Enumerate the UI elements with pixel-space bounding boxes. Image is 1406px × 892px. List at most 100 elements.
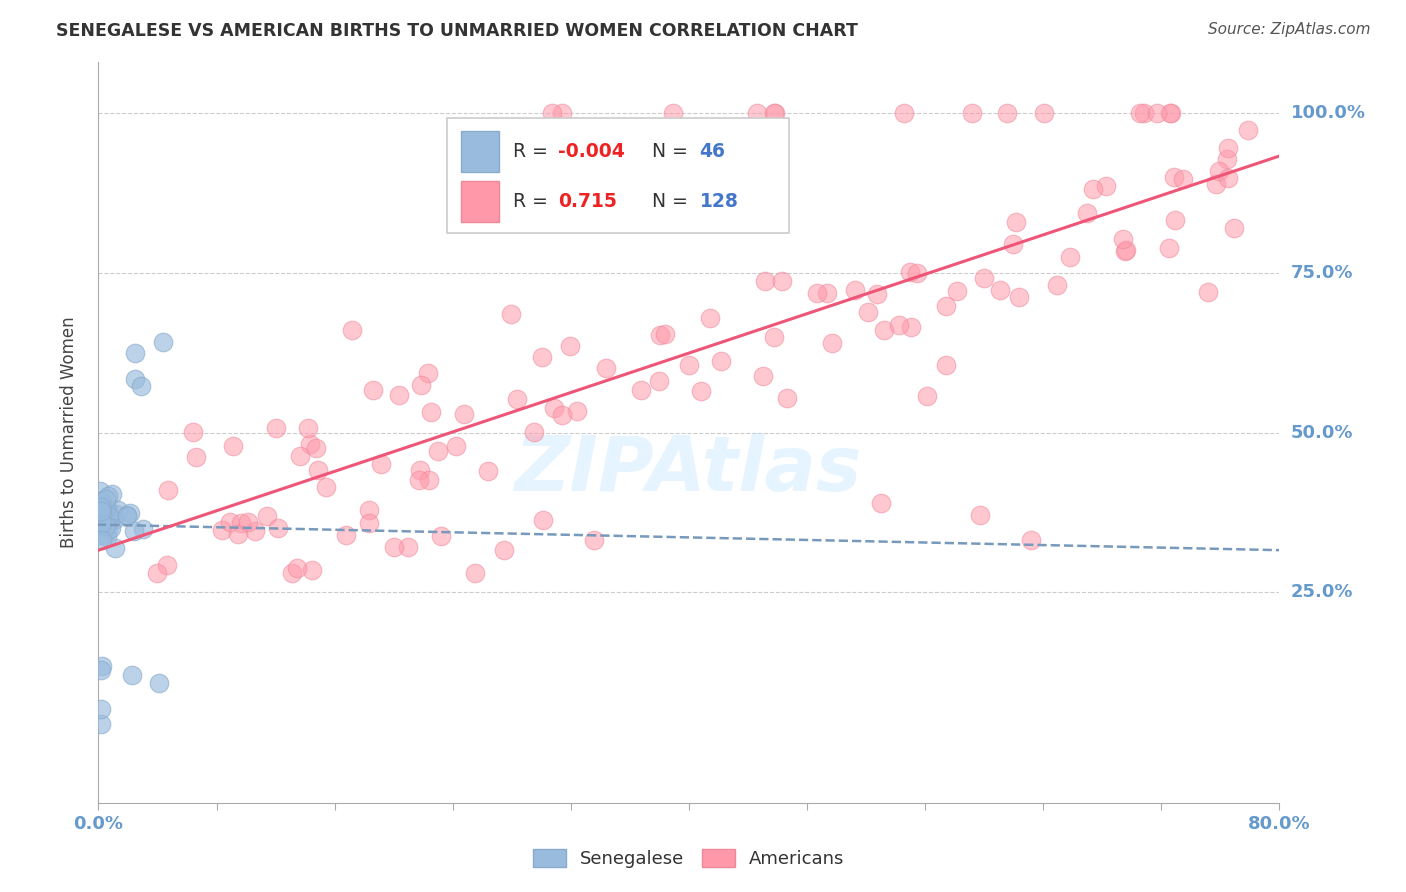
Point <box>1133 106 1156 120</box>
Point <box>382 541 405 555</box>
Point <box>305 442 328 456</box>
Point <box>1171 172 1194 186</box>
Point <box>1129 106 1152 120</box>
Point <box>90 701 112 715</box>
Point <box>91 503 114 517</box>
Point <box>94 519 117 533</box>
Point <box>101 487 124 501</box>
Point <box>1208 163 1230 178</box>
Point <box>917 389 939 403</box>
Point <box>1001 236 1024 251</box>
Point <box>654 326 676 341</box>
Point <box>146 566 169 580</box>
Point <box>678 358 700 372</box>
Point <box>541 106 564 120</box>
Point <box>100 521 122 535</box>
Text: 50.0%: 50.0% <box>1291 424 1353 442</box>
Point <box>1033 106 1056 120</box>
Point <box>595 360 617 375</box>
Point <box>264 421 287 435</box>
Point <box>104 541 127 555</box>
Point <box>121 668 143 682</box>
Point <box>1163 213 1185 227</box>
Point <box>453 407 475 421</box>
Point <box>370 458 392 472</box>
Point <box>90 507 112 521</box>
Point <box>1163 170 1185 185</box>
Point <box>762 330 785 344</box>
Point <box>90 663 112 677</box>
Point <box>464 566 486 580</box>
Point <box>91 507 114 521</box>
Point <box>962 106 984 120</box>
Point <box>1115 244 1137 258</box>
Point <box>856 304 879 318</box>
Point <box>1160 106 1182 120</box>
Point <box>567 404 589 418</box>
Point <box>94 500 117 514</box>
Point <box>418 473 440 487</box>
Point <box>752 369 775 384</box>
Point <box>89 494 111 508</box>
Point <box>946 284 969 298</box>
Text: 75.0%: 75.0% <box>1291 264 1353 282</box>
Text: R =: R = <box>513 192 554 211</box>
Bar <box>461 131 499 172</box>
Point <box>299 437 322 451</box>
Point <box>973 271 995 285</box>
Point <box>866 287 889 301</box>
Point <box>1005 215 1028 229</box>
Text: 46: 46 <box>700 142 725 161</box>
Text: 0.715: 0.715 <box>558 192 617 211</box>
Point <box>93 504 115 518</box>
Text: ZIPAtlas: ZIPAtlas <box>515 433 863 507</box>
Point <box>89 528 111 542</box>
Point <box>124 346 146 360</box>
Point <box>699 310 721 325</box>
Point <box>1159 106 1181 120</box>
Point <box>396 541 419 555</box>
Point <box>1223 221 1246 235</box>
Point <box>477 464 499 478</box>
Point <box>115 509 138 524</box>
Point <box>361 384 384 398</box>
Point <box>186 450 208 464</box>
Point <box>418 366 440 380</box>
FancyBboxPatch shape <box>447 118 789 233</box>
Point <box>821 336 844 351</box>
Point <box>96 501 118 516</box>
Point <box>96 492 118 507</box>
Text: 128: 128 <box>700 192 738 211</box>
Point <box>218 515 240 529</box>
Point <box>103 513 125 527</box>
Point <box>231 516 253 531</box>
Point <box>776 392 799 406</box>
Point <box>444 439 467 453</box>
Point <box>409 463 432 477</box>
Point <box>550 408 572 422</box>
Point <box>430 529 453 543</box>
Point <box>523 425 546 439</box>
Point <box>156 483 179 497</box>
Point <box>648 374 671 388</box>
Point <box>1076 206 1098 220</box>
Point <box>935 358 957 372</box>
Point <box>97 489 120 503</box>
Point <box>357 516 380 530</box>
Point <box>560 339 582 353</box>
Point <box>1019 533 1042 547</box>
Point <box>340 323 363 337</box>
Point <box>90 659 112 673</box>
Point <box>148 676 170 690</box>
Text: 25.0%: 25.0% <box>1291 583 1353 601</box>
Point <box>1007 290 1029 304</box>
Point <box>115 508 138 523</box>
Point <box>90 716 112 731</box>
Point <box>1059 250 1081 264</box>
Point <box>1146 106 1168 120</box>
Point <box>426 444 449 458</box>
Point <box>287 561 309 575</box>
Point <box>988 283 1011 297</box>
Point <box>388 388 411 402</box>
Point <box>1216 141 1239 155</box>
